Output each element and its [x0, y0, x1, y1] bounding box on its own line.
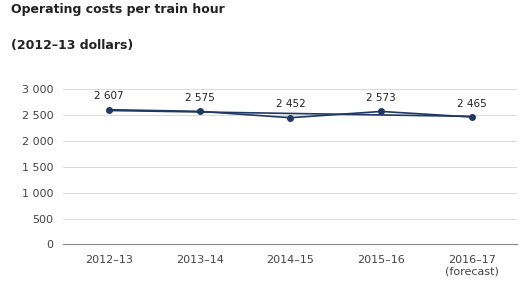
Text: (2012–13 dollars): (2012–13 dollars) — [11, 39, 133, 52]
Text: Operating costs per train hour: Operating costs per train hour — [11, 3, 224, 16]
Trendline — [106, 109, 112, 112]
Text: 2 607: 2 607 — [94, 91, 124, 101]
Trendline — [196, 110, 203, 114]
Trendline — [469, 115, 475, 118]
Text: 2 575: 2 575 — [185, 93, 214, 103]
Text: 2 465: 2 465 — [457, 99, 487, 109]
Line: Trendline: Trendline — [109, 111, 472, 117]
Trendline — [287, 112, 294, 115]
Text: 2 573: 2 573 — [366, 93, 396, 103]
Trendline — [378, 113, 384, 117]
Text: 2 452: 2 452 — [276, 99, 305, 109]
